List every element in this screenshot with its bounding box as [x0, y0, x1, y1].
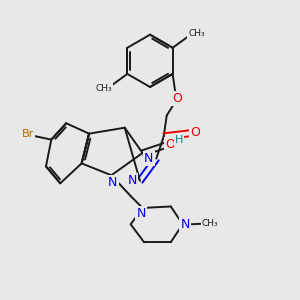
Text: N: N [144, 152, 154, 164]
Text: CH₃: CH₃ [188, 29, 205, 38]
Text: O: O [165, 138, 175, 151]
Text: O: O [172, 92, 182, 105]
Text: CH₃: CH₃ [95, 84, 112, 93]
Text: CH₃: CH₃ [202, 219, 218, 228]
Text: Br: Br [21, 129, 34, 139]
Text: N: N [180, 218, 190, 231]
Text: O: O [190, 126, 200, 139]
Text: N: N [136, 207, 146, 220]
Text: N: N [128, 174, 137, 187]
Text: H: H [175, 135, 183, 145]
Text: N: N [108, 176, 118, 189]
